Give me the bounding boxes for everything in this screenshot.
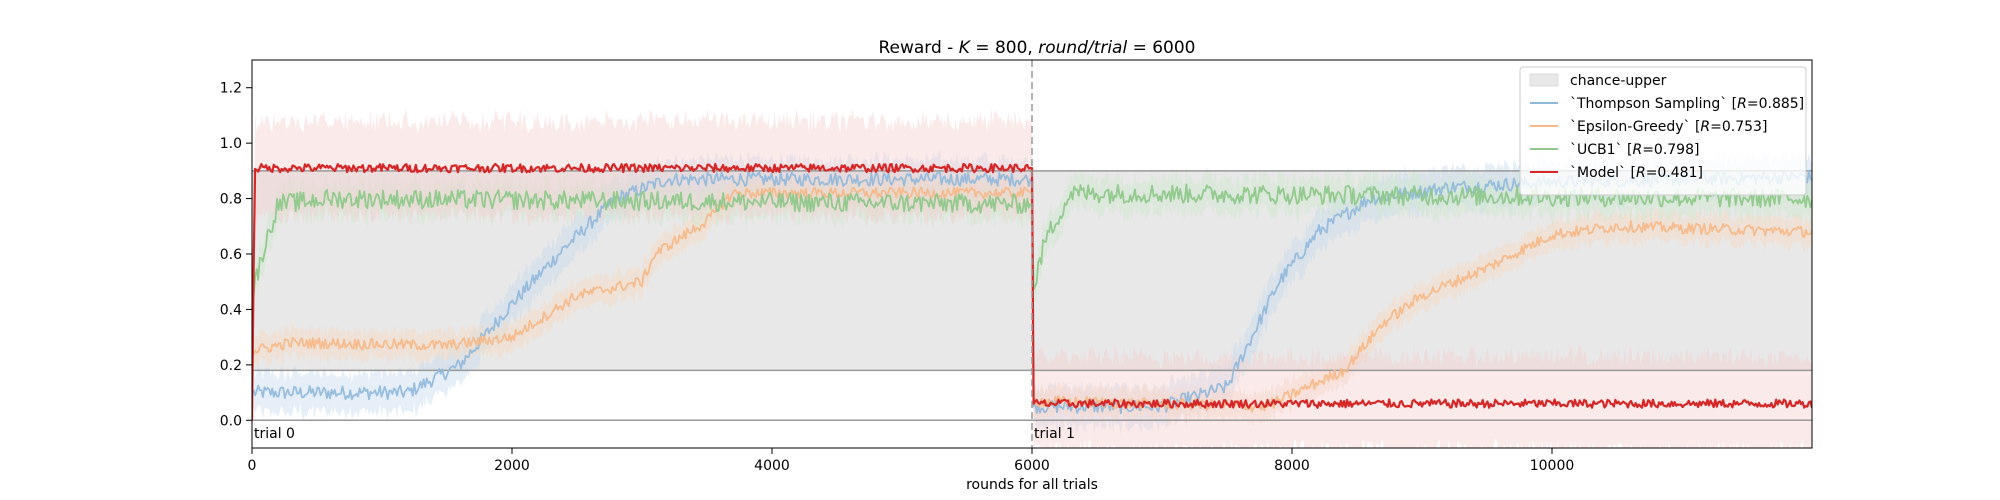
x-tick-label: 4000 bbox=[754, 458, 790, 474]
legend-chance-swatch bbox=[1529, 73, 1559, 87]
y-tick-label: 1.2 bbox=[220, 81, 242, 97]
legend-box bbox=[1519, 66, 1807, 196]
trial-labels: trial 0 trial 1 bbox=[254, 426, 1075, 442]
series-band-1 bbox=[252, 171, 1812, 426]
legend: chance-upper `Thompson Sampling` [R=0.885… bbox=[1519, 66, 1807, 196]
legend-chance-label: chance-upper bbox=[1570, 73, 1667, 89]
y-tick-label: 0.6 bbox=[220, 247, 242, 263]
x-tick-label: 6000 bbox=[1014, 458, 1050, 474]
series-line-3 bbox=[252, 162, 1812, 421]
chart-title: Reward - K = 800, round/trial = 6000 bbox=[878, 38, 1195, 58]
y-axis: 0.0 0.2 0.4 0.6 0.8 1.0 1.2 bbox=[220, 81, 252, 429]
chance-band-segment bbox=[1032, 170, 1812, 371]
y-tick-label: 0.2 bbox=[220, 358, 242, 374]
x-tick-label: 0 bbox=[248, 458, 257, 474]
x-axis-label: rounds for all trials bbox=[966, 477, 1098, 493]
series-band-2 bbox=[252, 165, 1812, 316]
legend-label-3: `Model` [R=0.481] bbox=[1570, 165, 1703, 181]
trial-label-0: trial 0 bbox=[254, 426, 295, 442]
y-tick-label: 1.0 bbox=[220, 136, 242, 152]
x-tick-label: 2000 bbox=[494, 458, 530, 474]
x-tick-label: 10000 bbox=[1530, 458, 1575, 474]
y-tick-label: 0.0 bbox=[220, 413, 242, 429]
legend-label-0: `Thompson Sampling` [R=0.885] bbox=[1570, 96, 1804, 112]
trial-label-1: trial 1 bbox=[1034, 426, 1075, 442]
legend-label-2: `UCB1` [R=0.798] bbox=[1570, 142, 1699, 158]
legend-label-1: `Epsilon-Greedy` [R=0.753] bbox=[1570, 119, 1767, 135]
x-axis: 0 2000 4000 6000 8000 10000 bbox=[248, 448, 1575, 474]
y-tick-label: 0.8 bbox=[220, 192, 242, 208]
y-tick-label: 0.4 bbox=[220, 302, 242, 318]
chance-band-layer bbox=[252, 170, 1812, 371]
x-tick-label: 8000 bbox=[1274, 458, 1310, 474]
